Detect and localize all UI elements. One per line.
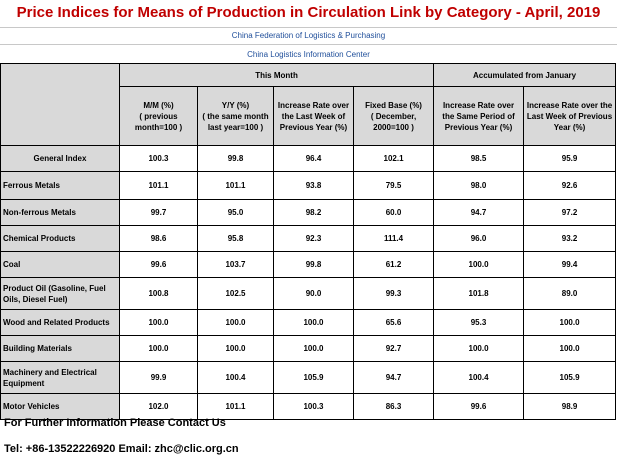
table-cell: 105.9	[523, 361, 617, 394]
corner-cell	[0, 63, 120, 146]
table-cell: 96.4	[273, 145, 354, 172]
table-cell: 65.6	[352, 309, 435, 336]
page-title: Price Indices for Means of Production in…	[16, 4, 601, 21]
table-cell: 92.6	[523, 171, 617, 200]
table-cell: 93.8	[273, 171, 354, 200]
column-header: Fixed Base (%) ( December, 2000=100 )	[352, 86, 435, 146]
price-index-table: This Month Accumulated from January M/M …	[0, 63, 617, 420]
table-cell: 105.9	[273, 361, 354, 394]
table-cell: 95.8	[197, 225, 274, 252]
table-cell: 100.0	[119, 309, 198, 336]
table-cell: 97.2	[523, 199, 617, 226]
table-cell: 98.9	[523, 393, 617, 420]
row-label: Chemical Products	[0, 225, 120, 252]
table-cell: 100.0	[523, 309, 617, 336]
row-label: Product Oil (Gasoline, Fuel Oils, Diesel…	[0, 277, 120, 310]
table-cell: 95.0	[197, 199, 274, 226]
table-cell: 98.6	[119, 225, 198, 252]
table-cell: 93.2	[523, 225, 617, 252]
table-cell: 101.1	[197, 393, 274, 420]
table-cell: 90.0	[273, 277, 354, 310]
table-row: Wood and Related Products 100.0 100.0 100.0…	[0, 309, 617, 336]
table-cell: 99.3	[352, 277, 435, 310]
table-cell: 102.5	[197, 277, 274, 310]
column-header: Increase Rate over the Same Period of Pr…	[433, 86, 525, 146]
table-cell: 100.0	[273, 335, 354, 362]
table-cell: 95.3	[433, 309, 525, 336]
table-cell: 100.0	[523, 335, 617, 362]
table-row: Product Oil (Gasoline, Fuel Oils, Diesel…	[0, 277, 617, 310]
row-label: Building Materials	[0, 335, 120, 362]
table-cell: 89.0	[523, 277, 617, 310]
table-cell: 103.7	[197, 251, 274, 278]
column-header: Y/Y (%) ( the same month last year=100 )	[197, 86, 274, 146]
table-cell: 94.7	[433, 199, 525, 226]
table-cell: 100.0	[197, 309, 274, 336]
table-cell: 98.5	[433, 145, 525, 172]
table-cell: 100.3	[119, 145, 198, 172]
row-label: Wood and Related Products	[0, 309, 120, 336]
center-name: China Logistics Information Center	[247, 50, 370, 59]
table-cell: 92.7	[352, 335, 435, 362]
table-cell: 95.9	[523, 145, 617, 172]
table-row: Ferrous Metals 101.1 101.1 93.8 79.5 98.0 92.6	[0, 171, 617, 200]
divider	[0, 27, 617, 28]
column-header: Increase Rate over the Last Week of Prev…	[523, 86, 617, 146]
table-cell: 99.8	[197, 145, 274, 172]
table-cell: 99.6	[433, 393, 525, 420]
row-label: General Index	[0, 145, 120, 172]
table-cell: 99.7	[119, 199, 198, 226]
table-cell: 99.6	[119, 251, 198, 278]
table-cell: 99.9	[119, 361, 198, 394]
table-row: Machinery and Electrical Equipment 99.9 10…	[0, 361, 617, 394]
group-header-accumulated: Accumulated from January	[433, 63, 617, 87]
table-cell: 92.3	[273, 225, 354, 252]
table-cell: 102.1	[352, 145, 435, 172]
table-cell: 111.4	[352, 225, 435, 252]
table-row: Chemical Products 98.6 95.8 92.3 111.4 96.0 93…	[0, 225, 617, 252]
contact-heading: For Further Information Please Contact U…	[4, 417, 226, 429]
table-row: Coal 99.6 103.7 99.8 61.2 100.0 99.4	[0, 251, 617, 278]
table-cell: 101.1	[119, 171, 198, 200]
table-cell: 60.0	[352, 199, 435, 226]
column-header: M/M (%) ( previous month=100 )	[119, 86, 198, 146]
table-cell: 86.3	[352, 393, 435, 420]
table-cell: 99.4	[523, 251, 617, 278]
table-cell: 100.0	[119, 335, 198, 362]
table-row: Building Materials 100.0 100.0 100.0 92.7 100…	[0, 335, 617, 362]
row-label: Motor Vehicles	[0, 393, 120, 420]
table-row: Non-ferrous Metals 99.7 95.0 98.2 60.0 94.7 97…	[0, 199, 617, 226]
organization-name: China Federation of Logistics & Purchasi…	[231, 31, 386, 40]
table-cell: 96.0	[433, 225, 525, 252]
table-cell: 101.8	[433, 277, 525, 310]
contact-details: Tel: +86-13522226920 Email: zhc@clic.org…	[4, 443, 239, 455]
table-cell: 100.0	[433, 335, 525, 362]
table-cell: 98.0	[433, 171, 525, 200]
table-cell: 100.0	[273, 309, 354, 336]
table-cell: 102.0	[119, 393, 198, 420]
table-row: General Index 100.3 99.8 96.4 102.1 98.5 95.9	[0, 145, 617, 172]
divider	[0, 44, 617, 45]
table-cell: 94.7	[352, 361, 435, 394]
table-cell: 100.4	[197, 361, 274, 394]
column-header: Increase Rate over the Last Week of Prev…	[273, 86, 354, 146]
row-label: Non-ferrous Metals	[0, 199, 120, 226]
table-cell: 100.0	[197, 335, 274, 362]
table-cell: 100.0	[433, 251, 525, 278]
row-label: Ferrous Metals	[0, 171, 120, 200]
table-cell: 100.3	[273, 393, 354, 420]
table-cell: 61.2	[352, 251, 435, 278]
table-cell: 100.4	[433, 361, 525, 394]
table-cell: 98.2	[273, 199, 354, 226]
row-label: Machinery and Electrical Equipment	[0, 361, 120, 394]
group-header-this-month: This Month	[118, 63, 435, 87]
table-cell: 99.8	[273, 251, 354, 278]
table-row: Motor Vehicles 102.0 101.1 100.3 86.3 99.6 98.…	[0, 393, 617, 420]
row-label: Coal	[0, 251, 120, 278]
table-cell: 100.8	[119, 277, 198, 310]
table-cell: 79.5	[352, 171, 435, 200]
table-cell: 101.1	[197, 171, 274, 200]
